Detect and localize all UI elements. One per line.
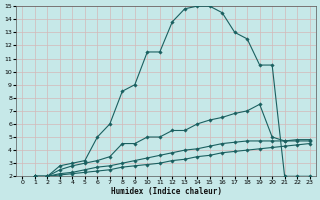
X-axis label: Humidex (Indice chaleur): Humidex (Indice chaleur): [110, 187, 221, 196]
